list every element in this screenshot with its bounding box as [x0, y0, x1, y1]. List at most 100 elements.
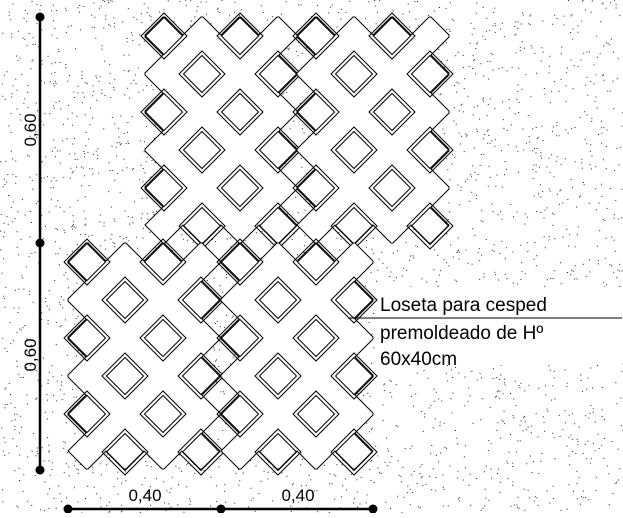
tile-hole-inner [296, 394, 336, 434]
tile-hole-outer [368, 88, 416, 136]
dimension-label-horizontal-left: 0,40 [128, 486, 161, 505]
tile-hole-inner [220, 242, 260, 282]
dimension-dot [35, 238, 45, 248]
dimension-label-vertical-top: 0,60 [21, 113, 40, 146]
tile-hole-outer [139, 314, 187, 362]
vertical-dimension: 0,60 0,60 [21, 12, 45, 475]
tile-hole-outer [292, 12, 340, 60]
tile-hole-outer [254, 276, 302, 324]
tile-hole-outer [330, 50, 378, 98]
tile-hole-outer [216, 88, 264, 136]
tile-hole-outer [140, 88, 188, 136]
tile-hole-outer [63, 314, 111, 362]
dimension-dot [216, 504, 226, 514]
tile-hole-outer [330, 352, 378, 400]
tile-hole-inner [296, 318, 336, 358]
tile-hole-outer [63, 390, 111, 438]
tile-hole-inner [372, 168, 412, 208]
tile-hole-inner [334, 432, 374, 472]
tile-hole-outer [216, 164, 264, 212]
tile-hole-inner [220, 16, 260, 56]
dimension-dot [368, 504, 378, 514]
tile-hole-outer [368, 12, 416, 60]
tile-hole-inner [258, 280, 298, 320]
annotation-line-1: Loseta para cesped [380, 295, 547, 316]
tile-hole-inner [296, 242, 336, 282]
tile-hole-inner [258, 130, 298, 170]
grass-paver-tile [292, 12, 454, 250]
tile-hole-inner [296, 16, 336, 56]
tile-hole-inner [372, 16, 412, 56]
tile-annotation: Loseta para cesped premoldeado de Hº 60x… [348, 287, 622, 370]
grass-paver-tile [216, 238, 378, 476]
tile-hole-outer [216, 390, 264, 438]
tile-hole-inner [181, 432, 221, 472]
tile-hole-outer [292, 314, 340, 362]
tile-hole-inner [220, 168, 260, 208]
tile-hole-inner [410, 54, 450, 94]
tile-hole-outer [406, 202, 454, 250]
tile-hole-outer [368, 164, 416, 212]
tile-hole-outer [292, 390, 340, 438]
grass-paver-tile [140, 12, 302, 250]
tile-hole-inner [220, 394, 260, 434]
tile-hole-outer [406, 126, 454, 174]
tile-hole-inner [105, 356, 145, 396]
tile-hole-outer [216, 238, 264, 286]
tile-hole-outer [177, 276, 225, 324]
tile-hole-outer [216, 12, 264, 60]
tile-hole-outer [406, 50, 454, 98]
tile-hole-inner [372, 92, 412, 132]
tile-hole-inner [220, 318, 260, 358]
tile-hole-outer [63, 238, 111, 286]
tile-hole-inner [105, 280, 145, 320]
tile-hole-inner [182, 130, 222, 170]
horizontal-dimension: 0,40 0,40 [63, 486, 378, 514]
tile-hole-outer [330, 428, 378, 476]
tile-group [63, 12, 454, 476]
tile-hole-outer [140, 164, 188, 212]
tile-hole-inner [144, 168, 184, 208]
tile-hole-outer [254, 352, 302, 400]
tile-hole-inner [67, 394, 107, 434]
tile-hole-outer [254, 50, 302, 98]
tile-hole-inner [220, 92, 260, 132]
tile-hole-outer [178, 50, 226, 98]
tile-hole-inner [258, 356, 298, 396]
tile-hole-outer [330, 276, 378, 324]
tile-hole-inner [258, 54, 298, 94]
tile-hole-outer [216, 314, 264, 362]
tile-hole-outer [140, 12, 188, 60]
tile-hole-outer [139, 238, 187, 286]
dimension-dot [35, 12, 45, 22]
tile-hole-outer [139, 390, 187, 438]
tile-hole-outer [101, 352, 149, 400]
dimension-label-horizontal-right: 0,40 [281, 486, 314, 505]
tile-hole-inner [181, 280, 221, 320]
tile-hole-inner [144, 92, 184, 132]
tile-hole-outer [292, 164, 340, 212]
annotation-line-3: 60x40cm [380, 349, 457, 370]
annotation-backdrop [378, 287, 622, 365]
tile-hole-inner [296, 92, 336, 132]
dimension-label-vertical-bottom: 0,60 [21, 338, 40, 371]
annotation-line-2: premoldeado de Hº [380, 323, 543, 344]
tile-hole-outer [101, 276, 149, 324]
tile-hole-inner [143, 394, 183, 434]
grass-paver-tile [63, 238, 225, 476]
tile-hole-inner [181, 356, 221, 396]
dimension-dot [35, 465, 45, 475]
tile-hole-inner [105, 432, 145, 472]
tile-hole-inner [334, 130, 374, 170]
tile-hole-outer [254, 126, 302, 174]
tile-hole-inner [143, 318, 183, 358]
tile-hole-inner [143, 242, 183, 282]
tile-hole-inner [67, 242, 107, 282]
tile-hole-outer [330, 126, 378, 174]
tile-hole-outer [177, 428, 225, 476]
tile-hole-outer [254, 428, 302, 476]
tile-hole-inner [182, 54, 222, 94]
tile-hole-inner [296, 168, 336, 208]
